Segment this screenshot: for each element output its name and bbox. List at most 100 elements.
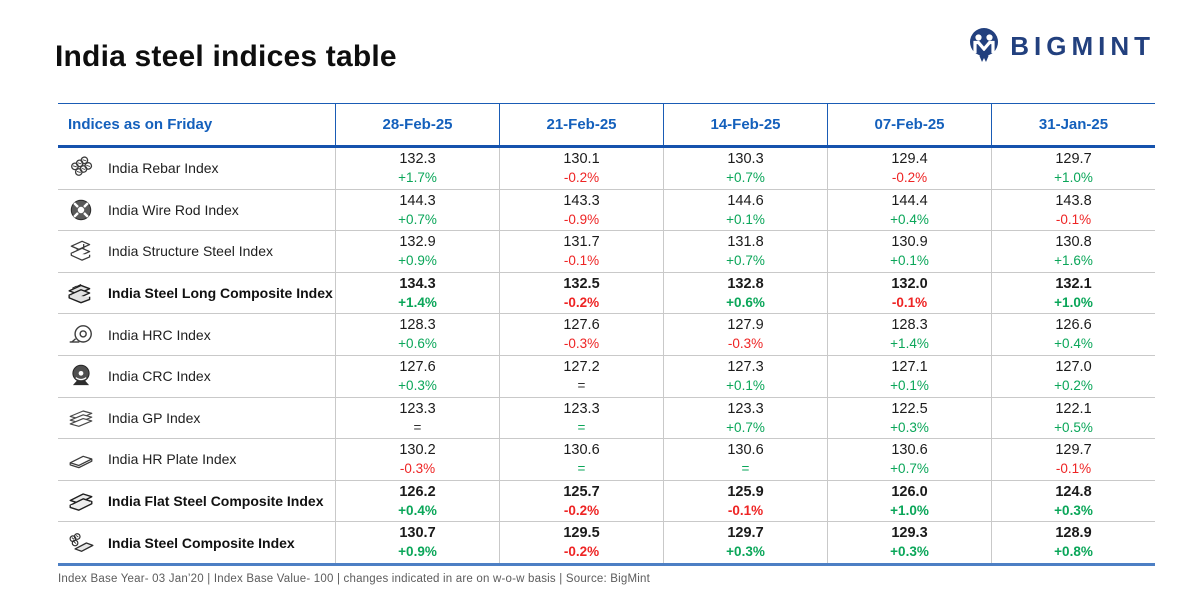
index-value: 143.8 (1055, 192, 1092, 209)
value-cell: 130.7 +0.9% (335, 522, 499, 563)
value-cell: 130.6 = (499, 439, 663, 480)
index-value: 126.2 (399, 483, 436, 500)
index-value: 122.1 (1055, 400, 1092, 417)
wow-change: -0.2% (891, 169, 928, 185)
wow-change: = (577, 419, 586, 435)
value-cell: 129.7 -0.1% (991, 439, 1155, 480)
index-value: 123.3 (563, 400, 600, 417)
wow-change: = (577, 377, 586, 393)
header-cell-date: 14-Feb-25 (663, 104, 827, 145)
index-value: 128.9 (1055, 525, 1092, 542)
wow-change: +0.1% (726, 211, 765, 227)
value-cell: 130.6 +0.7% (827, 439, 991, 480)
wow-change: +0.1% (726, 377, 765, 393)
bigmint-logo: BIGMINT (967, 27, 1155, 65)
index-label: India Wire Rod Index (108, 201, 239, 218)
wow-change: +0.4% (1054, 336, 1093, 352)
index-value: 144.4 (891, 192, 928, 209)
index-label-cell: India HR Plate Index (58, 439, 335, 480)
index-label: India Steel Long Composite Index (108, 284, 333, 301)
wow-change: +0.7% (890, 461, 929, 477)
value-cell: 131.7 -0.1% (499, 231, 663, 272)
wow-change: +0.8% (1054, 544, 1093, 560)
index-value: 126.0 (891, 483, 928, 500)
index-label-cell: India CRC Index (58, 356, 335, 397)
index-label-cell: India Wire Rod Index (58, 190, 335, 231)
bigmint-logo-text: BIGMINT (1010, 30, 1155, 61)
value-cell: 143.3 -0.9% (499, 189, 663, 231)
header-cell-label: Indices as on Friday (68, 116, 213, 133)
index-value: 130.6 (891, 442, 928, 459)
value-cell: 144.3 +0.7% (335, 189, 499, 231)
wow-change: +1.0% (1054, 294, 1093, 310)
table-row: India Steel Composite Index 130.7 +0.9% 129… (58, 522, 1155, 563)
value-cell: 123.3 = (335, 397, 499, 439)
value-cell: 126.2 +0.4% (335, 480, 499, 522)
index-value: 130.8 (1055, 234, 1092, 251)
wow-change: +0.3% (890, 544, 929, 560)
structure-steel-icon (67, 237, 95, 265)
value-cell: 143.8 -0.1% (991, 189, 1155, 231)
wow-change: +0.2% (1054, 377, 1093, 393)
hr-plate-icon (67, 445, 95, 473)
bigmint-logo-icon (967, 27, 1001, 65)
index-label-cell: India Structure Steel Index (58, 231, 335, 272)
value-cell: 127.3 +0.1% (663, 355, 827, 397)
index-value: 144.3 (399, 192, 436, 209)
value-cell: 129.5 -0.2% (499, 522, 663, 563)
value-cell: 132.0 -0.1% (827, 272, 991, 314)
header-cell-date: 21-Feb-25 (499, 104, 663, 145)
index-value: 132.9 (399, 234, 436, 251)
index-value: 125.7 (563, 483, 600, 500)
wow-change: +0.1% (890, 253, 929, 269)
table-row: India HR Plate Index 130.2 -0.3% 130.6 = 130.… (58, 439, 1155, 481)
table-row: India Rebar Index 132.3 +1.7% 130.1 -0.2% 130… (58, 148, 1155, 190)
wow-change: -0.3% (563, 336, 600, 352)
footnote: Index Base Year- 03 Jan’20 | Index Base … (58, 573, 651, 585)
wow-change: -0.9% (563, 211, 600, 227)
index-value: 134.3 (399, 275, 436, 292)
index-label: India Flat Steel Composite Index (108, 492, 324, 509)
index-value: 129.7 (1055, 442, 1092, 459)
header-cell-date: 28-Feb-25 (335, 104, 499, 145)
header-cell-date: 31-Jan-25 (991, 104, 1155, 145)
value-cell: 124.8 +0.3% (991, 480, 1155, 522)
value-cell: 127.2 = (499, 355, 663, 397)
table-row: India Flat Steel Composite Index 126.2 +0.… (58, 480, 1155, 523)
steel-long-composite-icon (67, 279, 95, 307)
header-cell-date: 07-Feb-25 (827, 104, 991, 145)
wow-change: +0.3% (726, 544, 765, 560)
value-cell: 129.3 +0.3% (827, 522, 991, 563)
index-value: 143.3 (563, 192, 600, 209)
wow-change: +0.3% (890, 419, 929, 435)
value-cell: 123.3 +0.7% (663, 397, 827, 439)
wow-change: +0.6% (398, 336, 437, 352)
index-label: India CRC Index (108, 368, 211, 385)
wow-change: -0.3% (727, 336, 764, 352)
wow-change: -0.1% (1055, 211, 1092, 227)
index-value: 127.6 (563, 317, 600, 334)
value-cell: 132.8 +0.6% (663, 272, 827, 314)
value-cell: 128.3 +0.6% (335, 314, 499, 355)
wow-change: +0.5% (1054, 419, 1093, 435)
index-value: 130.1 (563, 151, 600, 168)
table-body: India Rebar Index 132.3 +1.7% 130.1 -0.2% 130… (58, 148, 1155, 566)
index-value: 144.6 (727, 192, 764, 209)
wow-change: +1.0% (1054, 169, 1093, 185)
wow-change: +0.6% (726, 294, 765, 310)
wow-change: +0.4% (398, 502, 437, 518)
value-cell: 132.3 +1.7% (335, 148, 499, 189)
wow-change: +0.9% (398, 544, 437, 560)
wow-change: +0.3% (398, 377, 437, 393)
index-label: India HRC Index (108, 326, 211, 343)
wow-change: +0.7% (726, 169, 765, 185)
table-row: India HRC Index 128.3 +0.6% 127.6 -0.3% 127.9… (58, 314, 1155, 356)
table-row: India Steel Long Composite Index 134.3 +1.… (58, 272, 1155, 315)
wow-change: = (741, 461, 750, 477)
index-value: 127.3 (727, 359, 764, 376)
steel-composite-icon (67, 529, 95, 557)
index-value: 129.4 (891, 151, 928, 168)
index-value: 130.7 (399, 525, 436, 542)
index-value: 129.3 (891, 525, 928, 542)
